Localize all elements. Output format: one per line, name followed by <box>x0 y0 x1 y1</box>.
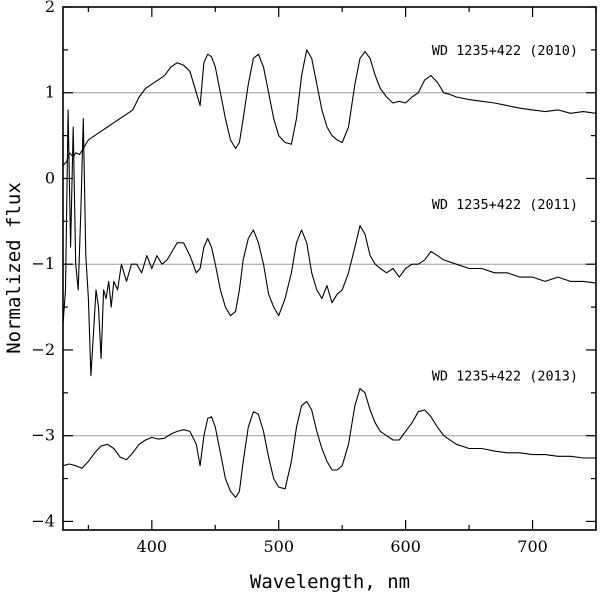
x-tick-label: 600 <box>390 537 421 556</box>
x-axis-label: Wavelength, nm <box>250 571 410 593</box>
x-tick-label: 700 <box>517 537 548 556</box>
spectra-lines <box>62 49 597 498</box>
axis-ticks <box>63 6 597 530</box>
y-tick-label: 2 <box>45 0 55 16</box>
y-tick-label: −1 <box>31 254 55 273</box>
plot-frame <box>62 6 597 531</box>
y-tick-label: 0 <box>45 168 55 187</box>
x-tick-label: 400 <box>137 537 168 556</box>
series-label: WD 1235+422 (2010) <box>432 43 578 59</box>
tick-labels: 400 500 600 700 −4 −3 −2 −1 0 1 2 <box>31 0 547 556</box>
y-tick-label: −3 <box>31 426 55 445</box>
series-line <box>62 109 597 377</box>
series-line <box>62 49 597 166</box>
series-label: WD 1235+422 (2013) <box>432 369 578 385</box>
reference-lines <box>63 92 596 437</box>
y-tick-label: −4 <box>31 511 55 530</box>
y-tick-label: 1 <box>45 83 55 102</box>
series-label: WD 1235+422 (2011) <box>432 197 578 213</box>
x-tick-label: 500 <box>263 537 294 556</box>
y-axis-label: Normalized flux <box>3 182 25 354</box>
series-labels: WD 1235+422 (2010) WD 1235+422 (2011) WD 1… <box>432 43 578 385</box>
y-tick-label: −2 <box>31 340 55 359</box>
series-line <box>62 387 596 498</box>
